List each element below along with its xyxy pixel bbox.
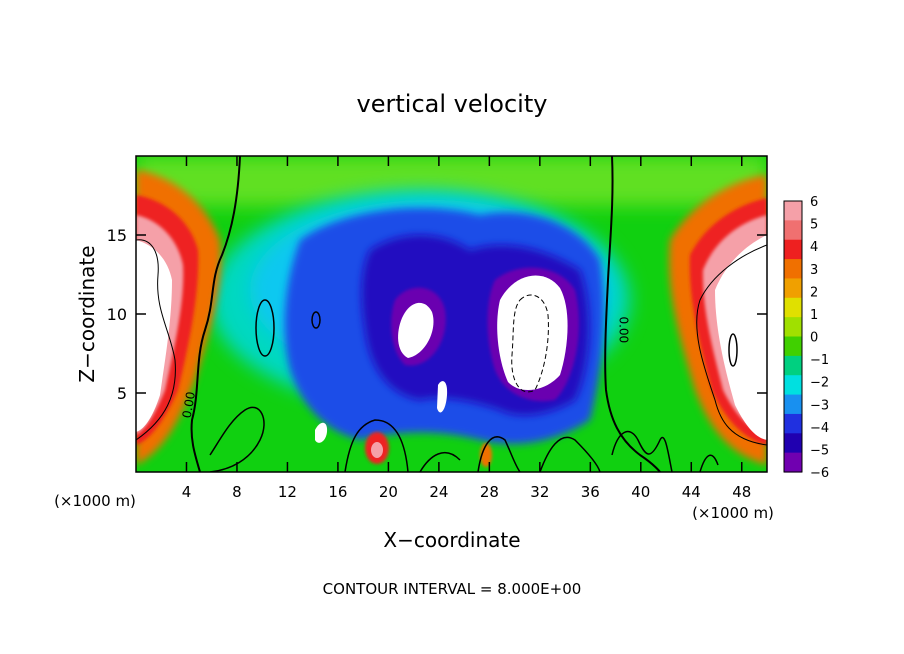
contour-interval-note: CONTOUR INTERVAL = 8.000E+00 [323,580,582,598]
contour-bottom-right [611,430,719,472]
x-tick-label: 32 [530,483,549,501]
x-tick-label: 20 [379,483,398,501]
x-tick-label: 8 [232,483,242,501]
colorbar-tick-label: 2 [810,285,818,300]
contour-small-right [728,333,738,367]
x-tick-label: 4 [182,483,192,501]
x-tick-label: 12 [278,483,297,501]
chart-title: vertical velocity [357,90,548,118]
x-tick-label: 48 [732,483,751,501]
field-white-core-4 [315,422,328,443]
contour-thin-right [696,244,767,446]
field-right-updraft-core [715,235,767,440]
field-white-core-2 [497,275,568,391]
contour-thin-left [136,239,176,441]
colorbar-swatch [784,220,802,241]
colorbar-tick-label: 0 [810,331,818,346]
colorbar-swatch [784,355,802,376]
colorbar-swatch [784,297,802,318]
colorbar-tick-label: 5 [810,218,818,233]
x-unit-label-right: (×1000 m) [692,504,774,522]
colorbar-swatch [784,413,802,434]
colorbar-tick-label: 3 [810,263,818,278]
colorbar-tick-label: 4 [810,240,818,255]
contour-zero-right [604,156,661,472]
colorbar-swatch [784,201,802,221]
colorbar-frame [783,200,803,473]
y-axis: 5 10 15 [107,226,767,403]
x-tick-label: 24 [429,483,448,501]
contour-small-2 [311,311,321,329]
x-tick-label: 16 [328,483,347,501]
colorbar-swatch [784,433,802,454]
x-tick-label: 40 [631,483,650,501]
colorbar-swatch [784,336,802,357]
y-axis-title: Z−coordinate [75,245,99,382]
y-tick-label: 5 [117,384,127,403]
field-white-core-3 [437,381,448,413]
x-tick-label: 36 [581,483,600,501]
colorbar-tick-label: −2 [810,376,829,391]
contour-labels: 0.00 0.00 [180,316,631,419]
colorbar-swatch [784,278,802,299]
y-tick-label: 15 [107,226,127,245]
colorbar: 6 5 4 3 2 1 0 −1 −2 −3 −4 −5 −6 [783,195,829,481]
field-left-updraft-core [136,240,172,432]
colorbar-swatch [784,317,802,338]
field-updraft-blob-2 [480,443,492,467]
colorbar-tick-label: −6 [810,466,829,481]
contour-zero-left [190,156,241,472]
colorbar-swatch [784,375,802,396]
y-tick-label: 10 [107,305,127,324]
colorbar-tick-label: −3 [810,398,829,413]
colorbar-tick-label: 6 [810,195,818,210]
x-tick-label: 28 [480,483,499,501]
colorbar-swatch [784,394,802,415]
field-updraft-blob-1-core [371,442,383,458]
x-tick-label: 44 [682,483,701,501]
colorbar-tick-label: −1 [810,353,829,368]
contour-dashed-core [511,294,549,393]
colorbar-tick-label: −4 [810,421,829,436]
colorbar-swatch [784,259,802,280]
contour-bottom-blobs [344,419,601,472]
x-unit-label-left: (×1000 m) [54,492,136,510]
contour-small-1 [255,299,275,357]
colorbar-tick-label: 1 [810,308,818,323]
contour-label: 0.00 [616,316,630,343]
heatmap-field [136,156,767,472]
x-axis-title: X−coordinate [383,528,520,552]
colorbar-swatch [784,239,802,260]
field-white-core-1 [398,302,434,358]
colorbar-tick-label: −5 [810,443,829,458]
contour-label: 0.00 [180,391,198,420]
colorbar-swatch [784,452,802,473]
x-axis: 4 8 12 16 20 24 28 32 36 40 44 48 [182,156,751,501]
